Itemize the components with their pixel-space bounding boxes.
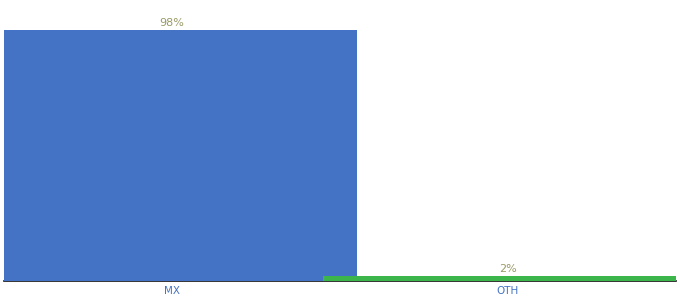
Bar — [0, 30, 357, 281]
Text: 98%: 98% — [160, 18, 184, 28]
Bar — [323, 276, 680, 281]
Text: 2%: 2% — [499, 264, 517, 274]
